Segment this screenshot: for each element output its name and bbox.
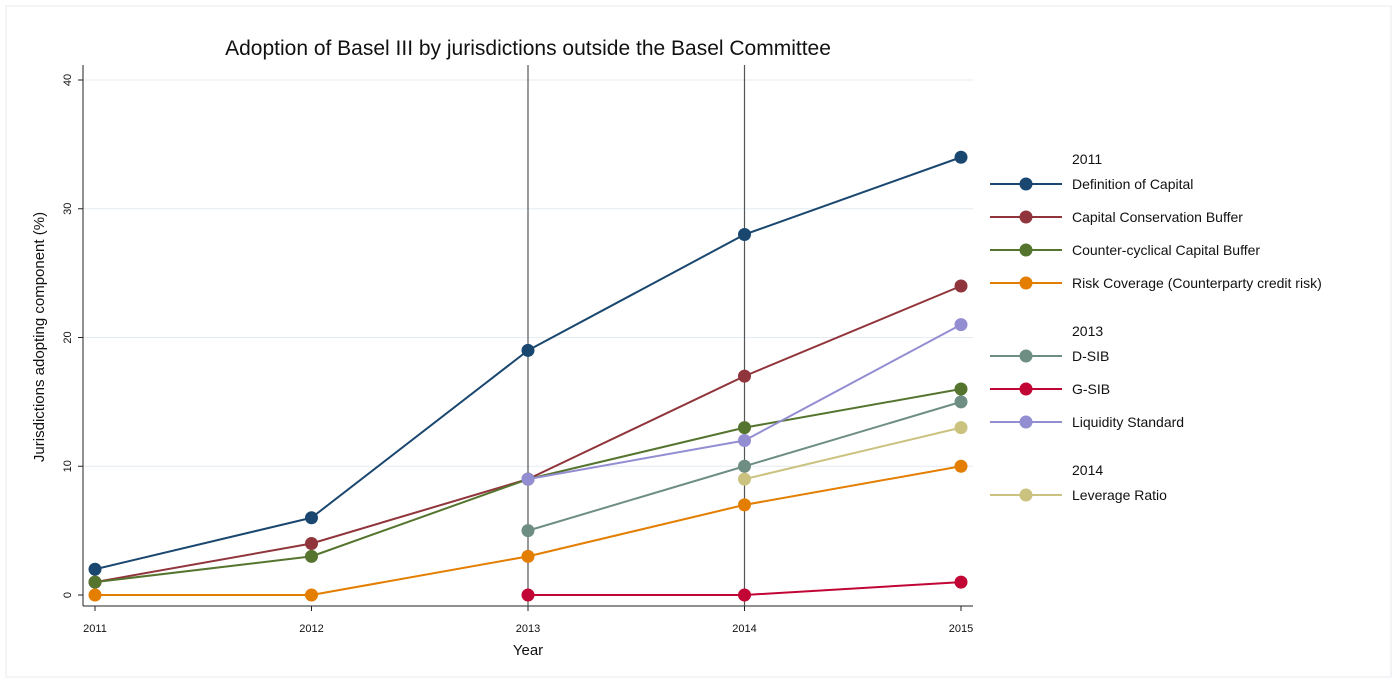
legend-label: Definition of Capital: [1072, 176, 1193, 192]
data-point: [521, 588, 535, 602]
tick-labels: 0 10 20 30 40 2011 2012 2013 2014 2015: [62, 74, 973, 635]
data-point: [954, 279, 968, 293]
legend-label: Leverage Ratio: [1072, 487, 1167, 503]
y-tick-label: 20: [62, 331, 74, 343]
x-tick-label: 2011: [83, 623, 107, 635]
legend-swatch-marker: [1019, 210, 1033, 224]
x-axis-title: Year: [513, 642, 543, 659]
data-point: [738, 369, 751, 383]
data-point: [738, 459, 751, 473]
data-point: [88, 562, 102, 576]
legend-swatch-marker: [1019, 382, 1033, 396]
legend-group-title: 2013: [1072, 323, 1103, 339]
data-point: [305, 511, 318, 525]
data-point: [954, 150, 968, 164]
series-group: [521, 395, 968, 538]
data-point: [954, 382, 968, 396]
data-point: [305, 537, 318, 550]
legend-item: Counter-cyclical Capital Buffer: [990, 242, 1260, 258]
legend-item: G-SIB: [990, 381, 1110, 397]
legend-swatch-marker: [1019, 177, 1033, 191]
legend-swatch-marker: [1019, 276, 1033, 290]
data-point: [738, 588, 751, 602]
data-point: [738, 498, 751, 512]
legend-swatch-marker: [1019, 349, 1033, 363]
x-tick-label: 2012: [299, 623, 323, 635]
y-tick-label: 10: [62, 460, 74, 472]
data-point: [305, 549, 318, 563]
legend: 2011 Definition of Capital Capital Conserv…: [990, 151, 1322, 503]
series-group: [88, 150, 968, 576]
data-point: [305, 588, 318, 602]
legend-label: G-SIB: [1072, 381, 1110, 397]
data-point: [738, 434, 751, 447]
legend-item: Capital Conservation Buffer: [990, 209, 1243, 225]
data-point: [521, 343, 535, 357]
data-point: [954, 421, 968, 435]
legend-item: Leverage Ratio: [990, 487, 1167, 503]
reference-lines: [527, 65, 746, 606]
series-group: [521, 318, 968, 486]
data-point: [954, 318, 968, 332]
data-point: [954, 459, 968, 473]
legend-label: Risk Coverage (Counterparty credit risk): [1072, 275, 1322, 291]
data-point: [954, 395, 968, 409]
legend-item: Definition of Capital: [990, 176, 1193, 192]
legend-item: D-SIB: [990, 348, 1109, 364]
y-axis-title: Jurisdictions adopting component (%): [31, 212, 48, 462]
legend-item: Liquidity Standard: [990, 414, 1184, 430]
series-group: [521, 575, 968, 602]
legend-item: Risk Coverage (Counterparty credit risk): [990, 275, 1322, 291]
x-tick-label: 2014: [732, 623, 756, 635]
legend-label: Liquidity Standard: [1072, 414, 1184, 430]
series-group: [738, 421, 968, 486]
y-tick-label: 0: [62, 592, 74, 598]
chart-title: Adoption of Basel III by jurisdictions o…: [225, 37, 831, 60]
data-point: [521, 472, 535, 486]
data-point: [521, 549, 535, 563]
data-point: [521, 524, 535, 538]
data-point: [738, 421, 751, 435]
y-tick-label: 40: [62, 74, 74, 86]
x-tick-label: 2015: [949, 623, 973, 635]
x-tick-label: 2013: [516, 623, 540, 635]
series-line: [744, 426, 962, 481]
legend-swatch-marker: [1019, 415, 1033, 429]
legend-label: Counter-cyclical Capital Buffer: [1072, 242, 1260, 258]
data-point: [738, 228, 751, 241]
legend-group-title: 2014: [1072, 462, 1103, 478]
series-group: [88, 459, 968, 602]
data-point: [954, 575, 968, 589]
legend-label: D-SIB: [1072, 348, 1109, 364]
legend-swatch-marker: [1019, 488, 1033, 502]
series-layer: [88, 150, 968, 602]
legend-group-title: 2011: [1072, 151, 1102, 167]
legend-swatch-marker: [1019, 243, 1033, 257]
data-point: [88, 575, 102, 589]
legend-label: Capital Conservation Buffer: [1072, 209, 1243, 225]
outer-frame: [5, 5, 1392, 678]
y-tick-label: 30: [62, 203, 74, 215]
data-point: [738, 472, 751, 486]
data-point: [88, 588, 102, 602]
